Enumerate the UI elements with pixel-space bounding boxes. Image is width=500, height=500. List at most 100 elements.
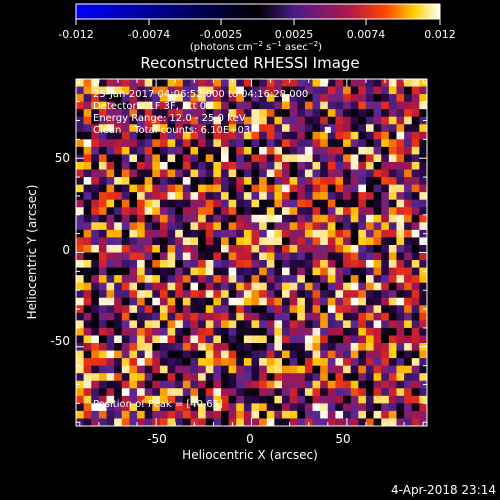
heatmap-cell: [411, 192, 420, 201]
heatmap-cell: [289, 161, 298, 170]
heatmap-cell: [419, 297, 427, 306]
heatmap-cell: [152, 312, 161, 321]
heatmap-cell: [404, 252, 413, 261]
heatmap-cell: [114, 207, 123, 216]
heatmap-cell: [343, 154, 352, 163]
heatmap-cell: [358, 290, 367, 299]
heatmap-cell: [320, 365, 329, 374]
heatmap-cell: [358, 312, 367, 321]
heatmap-cell: [320, 207, 329, 216]
heatmap-cell: [167, 244, 176, 253]
heatmap-cell: [282, 101, 291, 110]
heatmap-cell: [350, 94, 359, 103]
heatmap-cell: [266, 101, 275, 110]
heatmap-cell: [98, 109, 107, 118]
heatmap-cell: [365, 267, 374, 276]
heatmap-cell: [327, 267, 336, 276]
heatmap-cell: [228, 350, 237, 359]
heatmap-cell: [411, 312, 420, 321]
heatmap-cell: [411, 350, 420, 359]
heatmap-cell: [365, 192, 374, 201]
heatmap-cell: [312, 297, 321, 306]
heatmap-cell: [312, 305, 321, 314]
heatmap-cell: [106, 418, 115, 426]
heatmap-cell: [404, 237, 413, 246]
heatmap-cell: [114, 184, 123, 193]
heatmap-cell: [320, 161, 329, 170]
heatmap-cell: [312, 290, 321, 299]
heatmap-cell: [236, 365, 245, 374]
heatmap-cell: [274, 343, 283, 351]
heatmap-cell: [83, 237, 92, 246]
y-axis-label: Heliocentric Y (arcsec): [25, 185, 39, 320]
heatmap-cell: [404, 124, 413, 133]
heatmap-cell: [114, 275, 123, 284]
heatmap-cell: [358, 373, 367, 382]
heatmap-cell: [144, 343, 153, 351]
heatmap-cell: [282, 252, 291, 261]
heatmap-cell: [144, 131, 153, 140]
heatmap-cell: [159, 410, 168, 419]
heatmap-cell: [335, 252, 344, 261]
heatmap-cell: [350, 403, 359, 412]
heatmap-cell: [121, 275, 130, 284]
heatmap-cell: [327, 116, 336, 125]
heatmap-cell: [228, 94, 237, 103]
heatmap-cell: [205, 305, 214, 314]
heatmap-cell: [289, 320, 298, 329]
heatmap-cell: [388, 229, 397, 238]
heatmap-cell: [312, 365, 321, 374]
heatmap-cell: [213, 327, 222, 336]
heatmap-cell: [205, 109, 214, 118]
heatmap-cell: [350, 410, 359, 419]
heatmap-cell: [129, 358, 138, 367]
heatmap-cell: [320, 169, 329, 178]
heatmap-cell: [419, 282, 427, 291]
heatmap-cell: [220, 297, 230, 306]
heatmap-cell: [297, 343, 306, 351]
heatmap-cell: [175, 305, 184, 314]
heatmap-cell: [220, 124, 230, 133]
heatmap-cell: [289, 418, 298, 426]
heatmap-cell: [98, 290, 107, 299]
heatmap-cell: [297, 388, 306, 397]
heatmap-cell: [388, 358, 397, 367]
heatmap-cell: [297, 101, 306, 110]
heatmap-cell: [396, 380, 405, 389]
heatmap-cell: [98, 395, 107, 404]
heatmap-cell: [220, 169, 230, 178]
heatmap-cell: [91, 418, 100, 426]
heatmap-cell: [289, 312, 298, 321]
heatmap-cell: [220, 214, 230, 223]
heatmap-cell: [365, 358, 374, 367]
heatmap-cell: [312, 312, 321, 321]
heatmap-cell: [259, 343, 268, 351]
heatmap-cell: [312, 358, 321, 367]
heatmap-cell: [259, 161, 268, 170]
heatmap-cell: [175, 79, 184, 87]
heatmap-cell: [198, 252, 207, 261]
heatmap-cell: [404, 358, 413, 367]
heatmap-cell: [198, 320, 207, 329]
heatmap-cell: [335, 395, 344, 404]
heatmap-cell: [182, 161, 191, 170]
heatmap-cell: [373, 161, 382, 170]
heatmap-cell: [167, 335, 176, 344]
heatmap-cell: [137, 297, 146, 306]
heatmap-cell: [266, 237, 275, 246]
heatmap-cell: [274, 222, 283, 231]
heatmap-cell: [373, 373, 382, 382]
heatmap-cell: [91, 139, 100, 148]
heatmap-cell: [236, 207, 245, 216]
heatmap-cell: [381, 252, 390, 261]
heatmap-cell: [304, 365, 313, 374]
heatmap-cell: [358, 131, 367, 140]
heatmap-cell: [137, 94, 146, 103]
heatmap-cell: [274, 320, 283, 329]
heatmap-cell: [259, 418, 268, 426]
heatmap-cell: [114, 252, 123, 261]
heatmap-cell: [251, 365, 260, 374]
heatmap-cell: [266, 335, 275, 344]
heatmap-cell: [190, 146, 199, 155]
heatmap-cell: [343, 373, 352, 382]
